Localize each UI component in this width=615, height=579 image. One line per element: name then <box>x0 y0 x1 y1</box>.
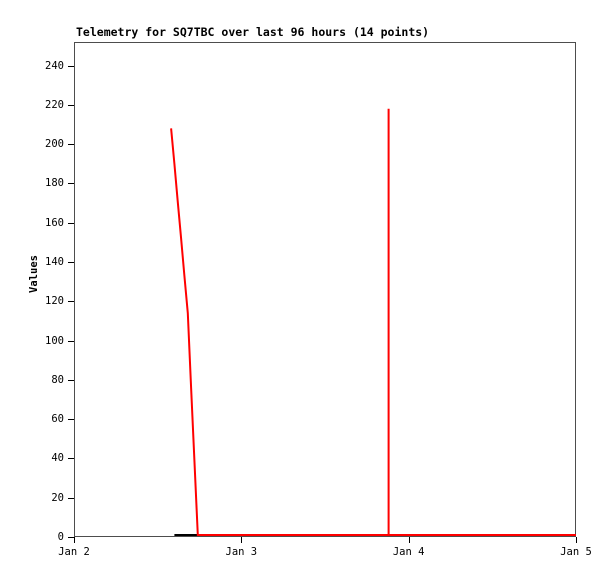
y-tick-label: 20 <box>51 491 64 504</box>
y-tick-mark <box>68 419 74 421</box>
y-tick-mark <box>68 222 74 224</box>
chart-title: Telemetry for SQ7TBC over last 96 hours … <box>76 25 430 39</box>
plot-frame <box>74 42 576 537</box>
x-tick-mark <box>241 537 243 543</box>
y-tick-mark <box>68 458 74 460</box>
y-tick-label: 240 <box>45 59 64 72</box>
x-tick-label: Jan 5 <box>560 546 592 558</box>
y-tick-label: 200 <box>45 138 64 151</box>
y-tick-label: 100 <box>45 334 64 347</box>
y-tick-label: 0 <box>57 531 64 543</box>
y-tick-mark <box>68 144 74 146</box>
y-tick-label: 80 <box>51 373 64 386</box>
y-tick-label: 180 <box>45 177 64 190</box>
y-tick-label: 220 <box>45 98 64 111</box>
y-tick-label: 160 <box>45 216 64 229</box>
y-tick-mark <box>68 537 74 538</box>
y-tick-mark <box>68 301 74 303</box>
x-tick-label: Jan 2 <box>58 546 90 558</box>
x-tick-mark <box>576 537 577 543</box>
y-tick-mark <box>68 379 74 381</box>
x-tick-mark <box>408 537 410 543</box>
y-tick-label: 60 <box>51 413 64 426</box>
y-tick-label: 40 <box>51 452 64 465</box>
y-tick-mark <box>68 183 74 185</box>
y-tick-label: 120 <box>45 295 64 308</box>
x-tick-mark <box>74 537 75 543</box>
y-tick-mark <box>68 262 74 263</box>
y-tick-mark <box>68 340 74 342</box>
y-tick-label: 140 <box>45 256 64 268</box>
y-tick-mark <box>68 104 74 106</box>
x-tick-label: Jan 3 <box>225 546 258 558</box>
x-tick-label: Jan 4 <box>392 546 425 558</box>
y-tick-mark <box>68 497 74 499</box>
y-tick-mark <box>68 65 74 67</box>
